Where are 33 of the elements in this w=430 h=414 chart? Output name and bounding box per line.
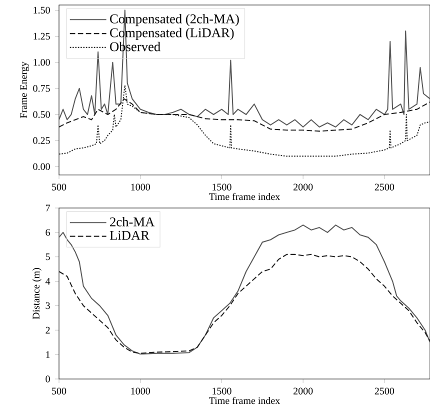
y-tick-label: 0.75 — [33, 85, 50, 92]
y-tick-label: 1.50 — [34, 6, 50, 14]
x-tick-label: 2000 — [294, 184, 313, 190]
x-tick-label: 1000 — [131, 184, 150, 190]
y-axis-title: Distance (m) — [32, 268, 42, 320]
y-axis-title: Frame Energy — [20, 62, 29, 118]
x-tick-label: 1500 — [212, 388, 232, 394]
y-tick-label: 0.25 — [33, 137, 50, 144]
x-axis-title: Time frame index — [209, 396, 280, 404]
y-tick-label: 5 — [46, 254, 50, 260]
y-tick-label: 4 — [45, 278, 50, 285]
line-series — [59, 224, 430, 355]
y-tick-label: 1 — [46, 351, 50, 358]
y-tick-label: 0.50 — [33, 111, 50, 118]
x-tick-label: 2500 — [374, 184, 394, 190]
y-tick-label: 0.00 — [33, 163, 50, 170]
x-tick-label: 500 — [52, 184, 66, 190]
legend-label: 2ch-MA — [110, 217, 155, 226]
y-tick-label: 2 — [46, 326, 50, 334]
x-tick-label: 1500 — [212, 184, 232, 190]
x-tick-label: 1000 — [131, 388, 150, 394]
x-axis-title: Time frame index — [209, 192, 280, 200]
y-tick-label: 3 — [46, 302, 50, 310]
y-tick-label: 1.25 — [34, 32, 50, 40]
y-tick-label: 0 — [46, 376, 50, 382]
y-tick-label: 1.00 — [34, 58, 50, 66]
x-tick-label: 2500 — [374, 388, 394, 394]
y-tick-label: 6 — [46, 229, 50, 236]
legend-label: LiDAR — [110, 230, 150, 240]
x-tick-label: 2000 — [294, 388, 313, 394]
x-tick-label: 500 — [52, 388, 66, 394]
line-series — [59, 10, 430, 128]
y-tick-label: 7 — [46, 204, 50, 212]
